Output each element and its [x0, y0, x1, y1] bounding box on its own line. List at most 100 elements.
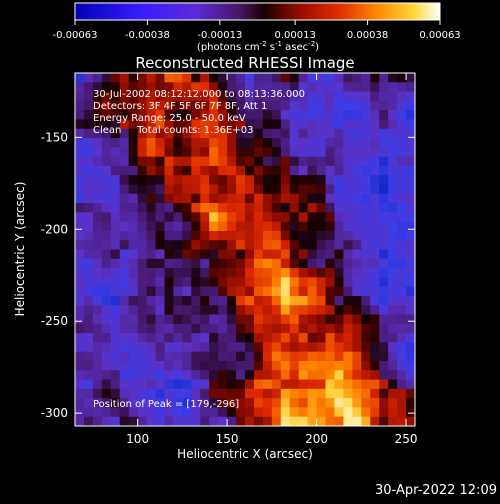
heatmap-cell: [182, 82, 192, 93]
heatmap-cell: [245, 398, 255, 408]
heatmap-cell: [289, 407, 300, 418]
heatmap-cell: [164, 286, 174, 297]
heatmap-cell: [128, 212, 139, 223]
heatmap-cell: [146, 249, 157, 260]
heatmap-cell: [379, 370, 389, 381]
heatmap-cell: [137, 370, 148, 381]
heatmap-cell: [173, 314, 183, 325]
colorbar-unit: (photons cm-2 s-1 asec-2): [197, 40, 319, 53]
heatmap-cell: [191, 286, 201, 297]
heatmap-cell: [218, 230, 228, 241]
heatmap-cell: [173, 119, 183, 130]
heatmap-cell: [110, 295, 121, 306]
heatmap-cell: [361, 184, 371, 195]
heatmap-cell: [370, 203, 380, 213]
heatmap-cell: [388, 73, 398, 83]
heatmap-cell: [173, 286, 183, 297]
heatmap-cell: [227, 91, 237, 102]
heatmap-cell: [253, 193, 264, 204]
heatmap-cell: [334, 73, 344, 83]
heatmap-cell: [343, 379, 353, 390]
heatmap-cell: [388, 351, 398, 362]
heatmap-cell: [298, 388, 309, 399]
heatmap-cell: [92, 305, 103, 316]
heatmap-cell: [173, 110, 183, 120]
heatmap-cell: [137, 333, 148, 343]
heatmap-cell: [379, 268, 389, 278]
heatmap-cell: [101, 295, 112, 306]
heatmap-cell: [119, 230, 130, 241]
heatmap-cell: [271, 91, 282, 102]
heatmap-cell: [262, 388, 273, 399]
heatmap-cell: [110, 342, 121, 353]
heatmap-cell: [280, 323, 291, 334]
heatmap-cell: [370, 370, 380, 381]
heatmap-cell: [128, 147, 139, 158]
heatmap-cell: [128, 305, 139, 316]
heatmap-cell: [227, 184, 237, 195]
heatmap-cell: [182, 147, 192, 158]
heatmap-cell: [75, 119, 85, 130]
heatmap-cell: [325, 407, 335, 418]
heatmap-cell: [209, 230, 219, 241]
heatmap-cell: [361, 128, 371, 139]
heatmap-cell: [316, 184, 327, 195]
heatmap-cell: [191, 128, 201, 139]
heatmap-cell: [253, 147, 264, 158]
heatmap-cell: [388, 416, 398, 426]
heatmap-cell: [280, 407, 291, 418]
heatmap-cell: [209, 100, 219, 111]
heatmap-cell: [155, 277, 165, 288]
heatmap-cell: [164, 323, 174, 334]
heatmap-cell: [397, 407, 407, 418]
heatmap-cell: [271, 333, 282, 343]
heatmap-cell: [146, 351, 157, 362]
heatmap-cell: [334, 407, 344, 418]
heatmap-cell: [191, 295, 201, 306]
heatmap-cell: [119, 370, 130, 381]
heatmap-cell: [316, 388, 327, 399]
heatmap-cell: [343, 82, 353, 93]
heatmap-cell: [397, 360, 407, 371]
heatmap-cell: [271, 249, 282, 260]
heatmap-cell: [83, 184, 94, 195]
heatmap-cell: [236, 193, 246, 204]
heatmap-cell: [262, 398, 273, 408]
heatmap-cell: [209, 416, 219, 426]
heatmap-cell: [289, 295, 300, 306]
heatmap-cell: [406, 73, 415, 83]
heatmap-cell: [101, 203, 112, 213]
heatmap-cell: [352, 175, 362, 185]
heatmap-cell: [137, 295, 148, 306]
heatmap-cell: [307, 249, 318, 260]
heatmap-cell: [83, 240, 94, 250]
heatmap-cell: [343, 249, 353, 260]
heatmap-cell: [218, 286, 228, 297]
heatmap-cell: [137, 138, 148, 148]
heatmap-cell: [352, 82, 362, 93]
heatmap-cell: [262, 351, 273, 362]
heatmap-cell: [406, 128, 415, 139]
heatmap-cell: [92, 175, 103, 185]
heatmap-cell: [388, 305, 398, 316]
heatmap-cell: [83, 360, 94, 371]
heatmap-cell: [325, 175, 335, 185]
heatmap-cell: [110, 323, 121, 334]
heatmap-cell: [245, 110, 255, 120]
heatmap-cell: [307, 212, 318, 223]
heatmap-cell: [271, 175, 282, 185]
heatmap-cell: [101, 221, 112, 232]
heatmap-cell: [388, 184, 398, 195]
heatmap-cell: [155, 175, 165, 185]
heatmap-cell: [92, 110, 103, 120]
heatmap-cell: [209, 249, 219, 260]
heatmap-cell: [325, 203, 335, 213]
heatmap-cell: [218, 295, 228, 306]
heatmap-cell: [128, 193, 139, 204]
heatmap-cell: [137, 73, 148, 83]
heatmap-cell: [352, 156, 362, 167]
heatmap-cell: [406, 305, 415, 316]
heatmap-cell: [236, 82, 246, 93]
heatmap-cell: [164, 416, 174, 426]
